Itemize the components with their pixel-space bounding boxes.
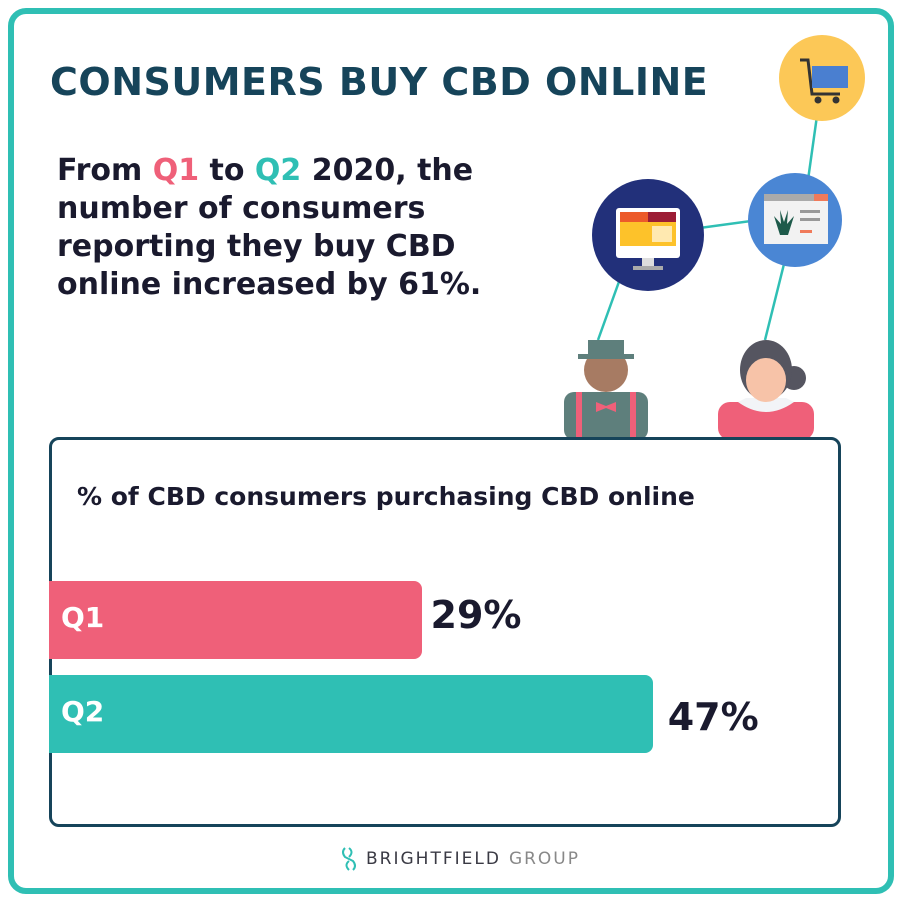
page-title: CONSUMERS BUY CBD ONLINE [50, 60, 709, 104]
brand-logo: BRIGHTFIELD GROUP [340, 846, 580, 872]
lead-part: From [57, 153, 153, 188]
bar-category-label: Q2 [61, 695, 105, 728]
man-avatar-icon [564, 340, 648, 440]
woman-avatar-icon [718, 340, 814, 440]
lead-text: From Q1 to Q2 2020, the number of consum… [57, 152, 527, 304]
chart-title: % of CBD consumers purchasing CBD online [77, 482, 695, 511]
bar-q1: Q1 [49, 581, 422, 659]
bar-value-label: 47% [667, 695, 759, 739]
border-frame [8, 8, 894, 894]
bar-value-label: 29% [430, 593, 522, 637]
lead-q1: Q1 [152, 153, 200, 188]
lead-part: to [199, 153, 255, 188]
cbd-web-page-icon [748, 173, 842, 267]
logo-suffix: GROUP [508, 849, 580, 869]
lead-part: 2020, the number of consumers reporting … [57, 153, 482, 302]
shopping-cart-icon [779, 35, 865, 121]
bar-q2: Q2 [49, 675, 653, 753]
brand-logo-icon [342, 847, 356, 871]
lead-q2: Q2 [254, 153, 302, 188]
illustration [564, 35, 865, 440]
computer-monitor-icon [592, 179, 704, 291]
logo-brand: BRIGHTFIELD [366, 849, 501, 869]
bar-category-label: Q1 [61, 601, 105, 634]
chart-panel: % of CBD consumers purchasing CBD online… [49, 437, 841, 827]
